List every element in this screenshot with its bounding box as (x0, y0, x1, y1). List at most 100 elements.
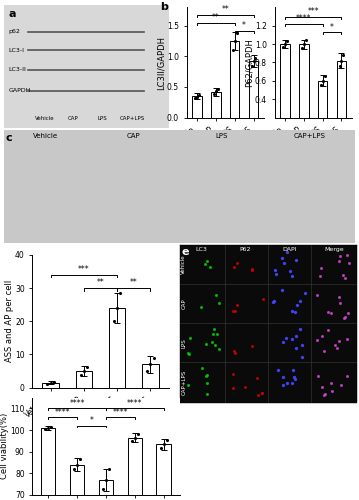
Text: *: * (330, 22, 334, 32)
Point (339, 56, 344, 64)
Point (336, 293, 342, 301)
Bar (318, 81, 327, 136)
Text: p62: p62 (9, 30, 20, 35)
Point (230, 46, 236, 54)
Point (283, 334, 289, 342)
Point (280, 373, 286, 381)
Text: LPS: LPS (181, 338, 186, 348)
Point (319, 332, 325, 340)
Point (196, 91, 202, 99)
Point (284, 38, 290, 46)
Point (164, 436, 169, 444)
Point (249, 265, 255, 273)
Point (332, 342, 338, 349)
Point (199, 303, 204, 311)
Text: DAPI: DAPI (283, 246, 297, 252)
Point (233, 307, 238, 315)
Text: ****: **** (296, 14, 312, 24)
Point (210, 338, 215, 346)
Bar (142, 364, 159, 388)
Point (211, 90, 217, 98)
Point (340, 271, 346, 279)
Point (337, 258, 342, 266)
Point (129, 437, 135, 445)
Point (314, 291, 320, 299)
Point (111, 318, 117, 326)
Point (251, 58, 256, 66)
Point (255, 391, 260, 399)
Text: LC3: LC3 (195, 246, 207, 252)
Point (232, 37, 238, 45)
Point (114, 304, 120, 312)
Text: *: * (89, 416, 93, 425)
Y-axis label: Number of
ASS and AP per cell: Number of ASS and AP per cell (0, 280, 14, 362)
Point (321, 347, 327, 355)
Point (288, 267, 293, 275)
Point (135, 430, 140, 438)
Point (299, 340, 305, 348)
Bar (42, 382, 59, 388)
Text: CAP: CAP (181, 298, 186, 310)
Point (144, 367, 150, 375)
Point (342, 313, 348, 321)
Point (260, 295, 265, 303)
Bar (127, 438, 142, 500)
Point (321, 392, 327, 400)
Point (232, 262, 237, 270)
Point (249, 342, 255, 350)
Point (234, 259, 240, 267)
Text: CAP+LPS: CAP+LPS (181, 370, 186, 396)
Point (194, 92, 200, 100)
Point (346, 259, 352, 267)
Point (249, 266, 255, 274)
Text: CAP: CAP (67, 116, 78, 121)
Point (344, 335, 350, 343)
Point (279, 254, 285, 262)
Bar (70, 464, 84, 500)
Point (216, 299, 222, 307)
Bar (299, 44, 308, 136)
Bar (41, 428, 55, 500)
Text: LC3-I: LC3-I (9, 48, 24, 53)
Point (282, 40, 288, 48)
Text: ****: **** (127, 399, 143, 408)
Point (272, 266, 278, 274)
Point (301, 40, 307, 48)
Y-axis label: P62/GAPDH: P62/GAPDH (244, 38, 253, 87)
Point (337, 299, 343, 307)
Point (284, 380, 290, 388)
Bar (211, 92, 220, 118)
Point (338, 381, 344, 389)
Text: **: ** (212, 13, 220, 22)
Point (289, 336, 295, 344)
Point (280, 338, 286, 346)
Bar (157, 444, 171, 500)
Point (192, 94, 198, 102)
Point (330, 387, 335, 395)
Point (280, 381, 286, 389)
Point (322, 72, 327, 80)
Point (148, 360, 153, 368)
Point (48, 378, 53, 386)
Point (337, 62, 342, 70)
Point (345, 308, 351, 316)
Point (289, 379, 295, 387)
Point (208, 263, 213, 271)
Point (271, 298, 277, 306)
Point (252, 54, 258, 62)
Point (325, 326, 331, 334)
Text: Merge: Merge (324, 246, 344, 252)
Point (314, 336, 320, 344)
Point (230, 370, 236, 378)
Text: CAP+LPS: CAP+LPS (294, 134, 326, 140)
Point (293, 344, 299, 352)
Point (204, 390, 210, 398)
Point (341, 314, 347, 322)
Bar (249, 62, 258, 118)
Point (151, 354, 157, 362)
Bar (99, 480, 113, 500)
Text: GAPDH: GAPDH (9, 88, 31, 93)
Point (204, 372, 210, 380)
Point (230, 384, 236, 392)
Text: ****: **** (69, 399, 85, 408)
